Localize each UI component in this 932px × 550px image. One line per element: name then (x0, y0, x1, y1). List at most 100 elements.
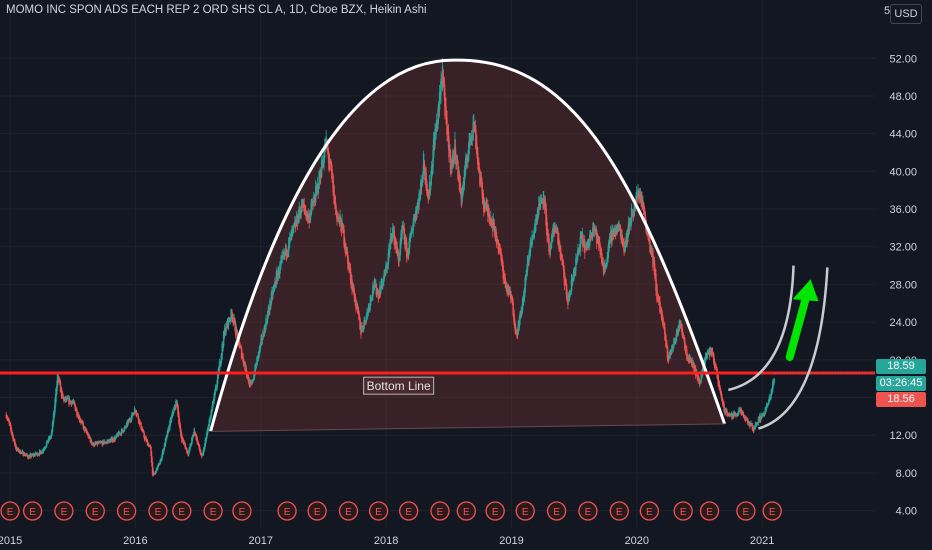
earnings-marker (277, 501, 297, 521)
earnings-marker (762, 501, 782, 521)
candle-body (446, 117, 448, 135)
y-tick-label: 48.00 (889, 91, 917, 103)
candle-body (529, 247, 531, 257)
candle-body (639, 194, 642, 197)
candle-body (242, 358, 245, 365)
candle-body (536, 209, 539, 221)
earnings-marker (148, 501, 168, 521)
candle-body (164, 438, 167, 446)
candle-body (273, 285, 275, 291)
cup-fill (210, 60, 725, 432)
x-tick-label: 2020 (625, 535, 649, 547)
earnings-marker (54, 501, 74, 521)
y-tick-label: 24.00 (889, 317, 917, 329)
candle-body (672, 347, 674, 349)
candle-body (705, 357, 708, 358)
candle-body (370, 299, 373, 300)
earnings-marker (116, 501, 137, 521)
candle-body (108, 440, 110, 444)
candle-body (40, 453, 43, 454)
earnings-marker (85, 501, 105, 521)
candle-body (755, 425, 757, 426)
candle-body (97, 443, 99, 444)
candle-body (603, 269, 605, 271)
earnings-marker-label: E (155, 507, 162, 518)
earnings-marker (203, 501, 223, 521)
candle-body (591, 234, 593, 236)
candle-body (179, 425, 182, 432)
candle-body (130, 420, 132, 421)
x-tick-label: 2015 (0, 535, 22, 547)
y-tick-label: 4.00 (896, 506, 917, 518)
candle-body (109, 440, 111, 443)
candle-body (125, 426, 127, 428)
candle-body (128, 420, 130, 422)
candle-body (661, 315, 664, 323)
candle-body (674, 338, 677, 342)
candle-body (165, 437, 167, 443)
candle-body (292, 227, 294, 232)
earnings-marker-label: E (375, 507, 382, 518)
candle-body (208, 419, 210, 428)
candle-body (511, 297, 513, 300)
candle-body (392, 227, 394, 237)
candle-body (275, 283, 277, 285)
candle-body (421, 175, 424, 183)
candle-body (155, 472, 157, 473)
candle-body (153, 474, 156, 475)
candle-body (307, 217, 309, 219)
countdown-tag: 03:26:45 (876, 376, 926, 391)
handle-arc-upper (728, 265, 795, 392)
cup-base-line (210, 423, 725, 432)
earnings-marker (699, 501, 720, 521)
candle-body (377, 291, 380, 300)
candle-body (445, 105, 447, 116)
candle-body (704, 353, 707, 361)
earnings-marker-label: E (743, 507, 750, 518)
candle-body (760, 417, 763, 418)
candle-body (171, 411, 174, 417)
x-tick-label: 2017 (249, 535, 273, 547)
candle-body (315, 188, 318, 191)
candle-body (48, 439, 50, 441)
candle-body (228, 320, 231, 322)
candle-body (568, 298, 570, 302)
candle-body (423, 165, 426, 174)
candle-body (251, 381, 254, 383)
y-tick-label: 40.00 (889, 166, 917, 178)
candle-body (60, 387, 63, 397)
candle-body (210, 409, 212, 418)
candle-body (762, 414, 765, 416)
candle-body (184, 442, 186, 446)
candle-body (82, 421, 84, 425)
candle-body (633, 200, 636, 212)
candle-body (616, 228, 618, 234)
last-price-tag: 18.59 (876, 359, 926, 374)
candle-body (259, 342, 262, 349)
candle-body (131, 414, 134, 416)
candle-body (641, 202, 644, 209)
candle-body (489, 219, 491, 221)
candle-body (697, 375, 699, 382)
candle-body (293, 225, 295, 227)
x-tick-label: 2021 (750, 535, 774, 547)
candle-body (202, 455, 204, 456)
candle-body (294, 223, 296, 229)
candle-body (518, 320, 520, 330)
candle-body (284, 252, 287, 254)
candle-body (388, 249, 390, 259)
candle-body (276, 271, 278, 279)
earnings-marker-label: E (437, 507, 444, 518)
currency-button[interactable]: USD (890, 4, 922, 24)
candle-body (498, 244, 500, 248)
candle-body (340, 225, 343, 234)
candle-body (118, 433, 120, 435)
candle-body (440, 86, 443, 88)
candle-body (190, 444, 192, 447)
candle-body (678, 329, 680, 332)
candle-body (446, 126, 449, 129)
candle-body (384, 273, 387, 276)
candle-body (54, 399, 56, 412)
earnings-marker (515, 501, 535, 521)
